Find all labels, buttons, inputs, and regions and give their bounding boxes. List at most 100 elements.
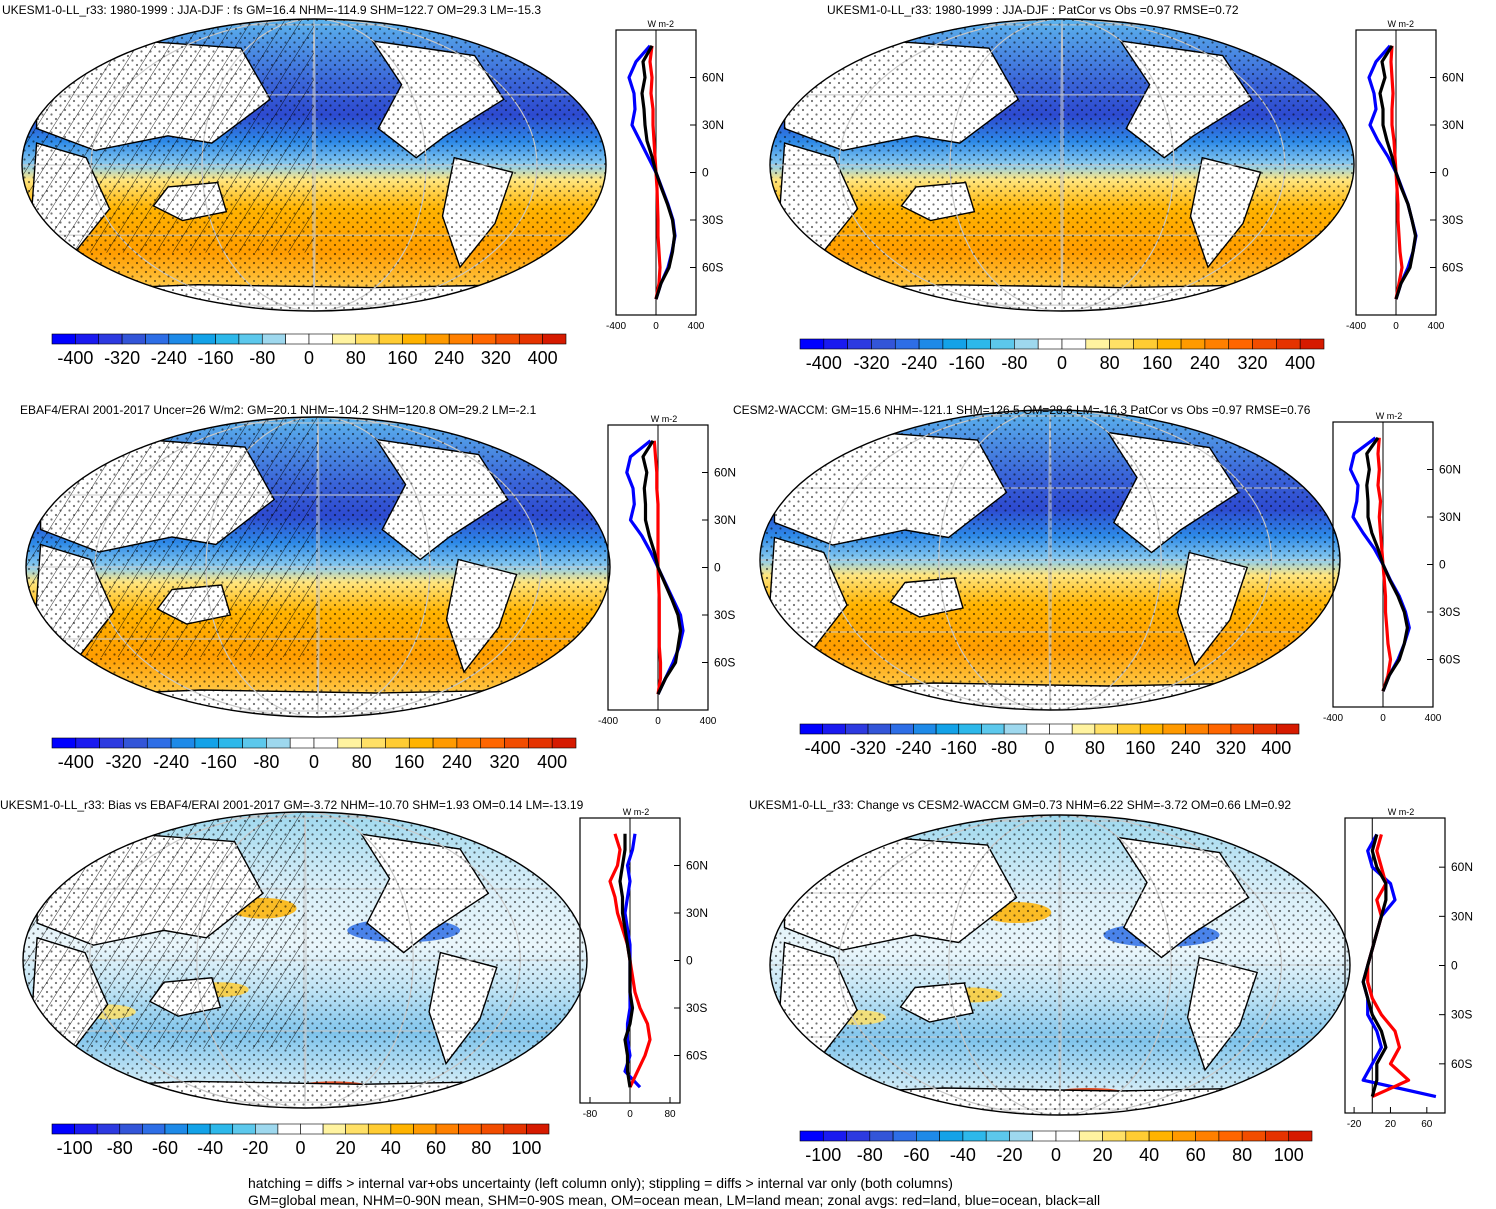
colorbar-label: 160 [394,752,424,772]
x-tick-label: 0 [1380,713,1386,724]
colorbar-swatch [51,1123,75,1135]
colorbar-label: -400 [57,348,93,368]
colorbar-swatch [51,333,76,345]
y-tick-label: 60S [1451,1057,1472,1071]
colorbar-swatch [551,737,577,749]
colorbar-swatch [1078,1130,1103,1142]
x-tick-label: 0 [1393,321,1399,332]
x-tick-label: -400 [598,716,618,727]
colorbar-label: 0 [1044,738,1054,758]
colorbar-label: 320 [481,348,511,368]
x-tick-label: 0 [627,1109,633,1120]
footer-note-means: GM=global mean, NHM=0-90N mean, SHM=0-90… [248,1192,1100,1208]
colorbar-swatch [799,338,825,350]
footer-note-hatching: hatching = diffs > internal var+obs unce… [248,1175,953,1191]
colorbar-swatch [145,333,170,345]
colorbar-label: 400 [1261,738,1291,758]
x-tick-label: -400 [1346,321,1366,332]
colorbar-label: -160 [201,752,237,772]
colorbar-swatch [1061,338,1087,350]
colorbar-swatch [504,737,529,749]
colorbar-label: -80 [107,1138,133,1158]
colorbar-label: 0 [1051,1145,1061,1165]
colorbar-swatch [1204,338,1230,350]
colorbar-swatch [322,1123,346,1135]
colorbar-swatch [822,1130,847,1142]
colorbar-label: 240 [1190,353,1220,373]
colorbar-swatch [799,1130,824,1142]
colorbar-label: -320 [853,353,889,373]
colorbar-swatch [1003,723,1028,735]
colorbar-swatch [337,737,362,749]
colorbar-swatch [1071,723,1096,735]
map-border [769,18,1355,312]
colorbar-swatch [432,737,458,749]
colorbar-label: 240 [1171,738,1201,758]
colorbar-swatch [1133,338,1158,350]
colorbar-swatch [413,1123,437,1135]
map-border [759,409,1341,711]
y-tick-label: 0 [702,166,709,180]
colorbar-swatch [518,333,543,345]
y-tick-label: 30N [702,118,724,132]
hatching-overlay [26,417,318,657]
colorbar-label: 80 [1100,353,1120,373]
colorbar-swatch [503,1123,527,1135]
panel-2: 60N 30N 0 30S 60S -400 0 400 W m-2 -400 -320 -240 -1… [769,3,1464,373]
colorbar-label: 80 [471,1138,491,1158]
colorbar-swatch [1139,723,1164,735]
colorbar-label: -240 [153,752,189,772]
y-tick-label: 60N [702,71,724,85]
colorbar-swatch [890,723,914,735]
colorbar-label: -20 [242,1138,268,1158]
colorbar-swatch [1230,723,1254,735]
colorbar-swatch [480,737,505,749]
y-tick-label: 60S [702,261,723,275]
colorbar-label: 320 [1216,738,1246,758]
x-tick-label: 400 [688,321,705,332]
colorbar-swatch [935,723,960,735]
colorbar-label: 400 [537,752,567,772]
map-border [25,416,611,718]
colorbar-swatch [847,338,872,350]
x-tick-label: 400 [700,716,717,727]
colorbar-swatch [1276,338,1301,350]
colorbar-swatch [187,1123,211,1135]
colorbar-swatch [75,333,100,345]
colorbar-swatch [289,737,315,749]
colorbar-swatch [96,1123,121,1135]
hatching-overlay [23,812,305,1049]
colorbar-swatch [1049,723,1073,735]
y-tick-label: 0 [1439,558,1446,572]
map-border [769,814,1351,1116]
colorbar-label: 400 [1285,353,1315,373]
zonal-series-ocean [1361,833,1437,1099]
colorbar-swatch [1288,1130,1313,1142]
y-tick-label: 60N [714,466,736,480]
colorbar-swatch [1014,338,1039,350]
stippling-overlay [770,19,1354,311]
colorbar-label: 60 [1186,1145,1206,1165]
zonal-series-all [1365,436,1410,692]
colorbar-label: -400 [58,752,94,772]
colorbar-label: -320 [850,738,886,758]
colorbar-swatch [894,338,920,350]
colorbar-swatch [1148,1130,1173,1142]
colorbar-swatch [845,723,869,735]
colorbar-label: -160 [198,348,234,368]
colorbar-label: -100 [805,1145,841,1165]
colorbar-swatch [51,737,77,749]
y-tick-label: 60N [1451,860,1473,874]
y-tick-label: 0 [714,561,721,575]
colorbar-swatch [480,1123,505,1135]
colorbar-label: -160 [949,353,985,373]
colorbar-label: -240 [901,353,937,373]
y-tick-label: 60N [1439,463,1461,477]
panel-title: CESM2-WACCM: GM=15.6 NHM=-121.1 SHM=126.… [733,403,1311,417]
colorbar-label: 0 [309,752,319,772]
zonal-series-ocean [625,439,685,695]
colorbar-swatch [1032,1130,1057,1142]
colorbar-label: -40 [950,1145,976,1165]
y-tick-label: 30N [1439,510,1461,524]
x-tick-label: -80 [583,1109,598,1120]
